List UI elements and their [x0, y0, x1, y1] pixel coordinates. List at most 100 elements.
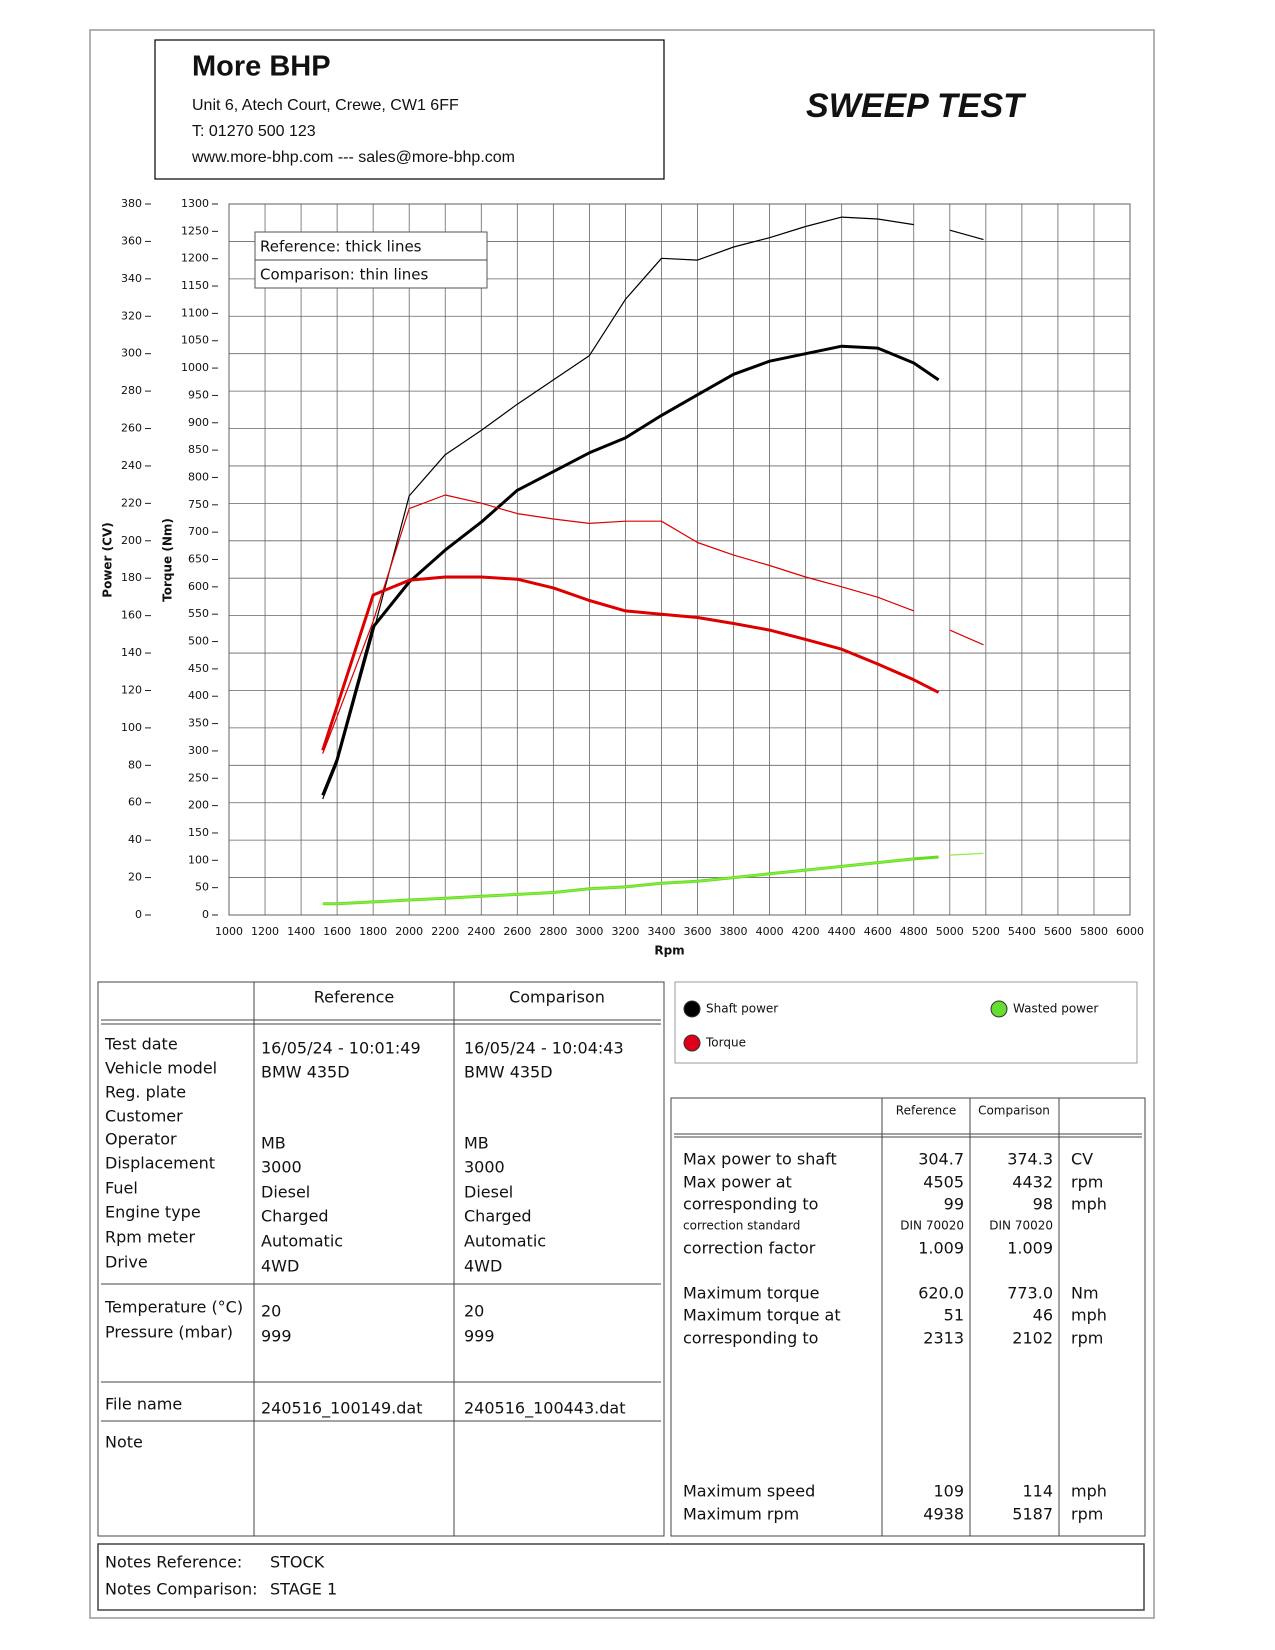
cell-value: mph — [1071, 1195, 1107, 1214]
cell-value: 3000 — [261, 1158, 302, 1177]
y2-tick-label: 650 — [188, 553, 209, 566]
y-tick-label: 280 — [121, 384, 142, 397]
y-tick-label: 360 — [121, 234, 142, 247]
y2-tick-label: 1100 — [181, 306, 209, 319]
cell-value: 4WD — [464, 1257, 502, 1276]
cell-value: 2313 — [923, 1329, 964, 1348]
y2-tick-label: 700 — [188, 525, 209, 538]
y-tick-label: 140 — [121, 646, 142, 659]
y2-tick-label: 950 — [188, 388, 209, 401]
y-tick-label: 180 — [121, 571, 142, 584]
cell-value: 1.009 — [918, 1239, 964, 1258]
notes-box — [97, 1543, 1145, 1611]
cell-value: 20 — [464, 1302, 484, 1321]
info-table — [97, 981, 665, 1537]
cell-value: 3000 — [464, 1158, 505, 1177]
row-label: Rpm meter — [105, 1228, 195, 1247]
row-label: Fuel — [105, 1179, 138, 1198]
page-title: SWEEP TEST — [806, 87, 1027, 125]
cell-value: Diesel — [261, 1183, 310, 1202]
row-label: correction factor — [683, 1239, 816, 1258]
row-label: Max power at — [683, 1173, 792, 1192]
row-label: Maximum torque — [683, 1284, 819, 1303]
y-tick-label: 260 — [121, 422, 142, 435]
cell-value: Charged — [261, 1207, 329, 1226]
y2-tick-label: 350 — [188, 717, 209, 730]
cell-value: 114 — [1022, 1482, 1053, 1501]
x-tick-label: 4600 — [864, 925, 892, 938]
web: www.more-bhp.com --- sales@more-bhp.com — [191, 149, 515, 166]
series-line — [322, 494, 984, 754]
row-label: Maximum torque at — [683, 1306, 841, 1325]
y2-tick-label: 1150 — [181, 279, 209, 292]
x-tick-label: 1200 — [251, 925, 279, 938]
cell-value: DIN 70020 — [900, 1219, 964, 1233]
y2-tick-label: 300 — [188, 744, 209, 757]
x-tick-label: 4800 — [900, 925, 928, 938]
row-label: Reg. plate — [105, 1083, 186, 1102]
cell-value: 304.7 — [918, 1150, 964, 1169]
y-tick-label: 20 — [128, 871, 142, 884]
cell-value: 20 — [261, 1302, 281, 1321]
cell-value: 5187 — [1012, 1505, 1053, 1524]
x-tick-label: 5000 — [936, 925, 964, 938]
y2-tick-label: 50 — [195, 881, 209, 894]
cell-value: MB — [464, 1134, 489, 1153]
y2-tick-label: 450 — [188, 662, 209, 675]
y2-tick-label: 250 — [188, 771, 209, 784]
x-tick-label: 1600 — [323, 925, 351, 938]
note-value: STAGE 1 — [270, 1580, 337, 1599]
y2-axis-title: Torque (Nm) — [161, 518, 175, 602]
y2-tick-label: 1050 — [181, 334, 209, 347]
cell-value: rpm — [1071, 1505, 1103, 1524]
cell-value: 4WD — [261, 1257, 299, 1276]
x-tick-label: 5200 — [972, 925, 1000, 938]
cell-value: 98 — [1033, 1195, 1053, 1214]
cell-value: 2102 — [1012, 1329, 1053, 1348]
cell-value: rpm — [1071, 1173, 1103, 1192]
cell-value: 1.009 — [1007, 1239, 1053, 1258]
row-label: Engine type — [105, 1203, 201, 1222]
series-line — [321, 575, 940, 751]
legend-label: Wasted power — [1013, 1002, 1098, 1016]
row-label: Maximum speed — [683, 1482, 815, 1501]
y2-tick-label: 600 — [188, 580, 209, 593]
x-tick-label: 1800 — [359, 925, 387, 938]
cell-value: 46 — [1033, 1306, 1053, 1325]
row-label: corresponding to — [683, 1329, 818, 1348]
plot-area — [228, 203, 1131, 916]
y-tick-label: 200 — [121, 534, 142, 547]
x-tick-label: 3600 — [684, 925, 712, 938]
cell-value: mph — [1071, 1306, 1107, 1325]
series-line — [322, 216, 984, 800]
cell-value: Diesel — [464, 1183, 513, 1202]
column-header: Comparison — [509, 988, 605, 1007]
cell-value: 999 — [464, 1327, 495, 1346]
cell-value: 51 — [944, 1306, 964, 1325]
cell-value: BMW 435D — [261, 1063, 350, 1082]
y-tick-label: 220 — [121, 496, 142, 509]
cell-value: BMW 435D — [464, 1063, 553, 1082]
row-label: Max power to shaft — [683, 1150, 837, 1169]
phone: T: 01270 500 123 — [192, 123, 316, 140]
y2-tick-label: 1300 — [181, 197, 209, 210]
legend-box — [674, 981, 1138, 1064]
x-tick-label: 3400 — [647, 925, 675, 938]
cell-value: 16/05/24 - 10:04:43 — [464, 1039, 624, 1058]
cell-value: 773.0 — [1007, 1284, 1053, 1303]
y-tick-label: 340 — [121, 272, 142, 285]
series-line — [321, 344, 940, 796]
column-header: Reference — [314, 988, 395, 1007]
y-axis-title: Power (CV) — [101, 522, 115, 597]
x-tick-label: 5800 — [1080, 925, 1108, 938]
annotation: Reference: thick lines — [260, 238, 422, 256]
y-tick-label: 40 — [128, 833, 142, 846]
page-border — [89, 29, 1155, 1619]
x-tick-label: 5600 — [1044, 925, 1072, 938]
x-tick-label: 4200 — [792, 925, 820, 938]
cell-value: 99 — [944, 1195, 964, 1214]
row-label: File name — [105, 1395, 182, 1414]
y-tick-label: 240 — [121, 459, 142, 472]
x-tick-label: 2600 — [503, 925, 531, 938]
y2-tick-label: 1000 — [181, 361, 209, 374]
